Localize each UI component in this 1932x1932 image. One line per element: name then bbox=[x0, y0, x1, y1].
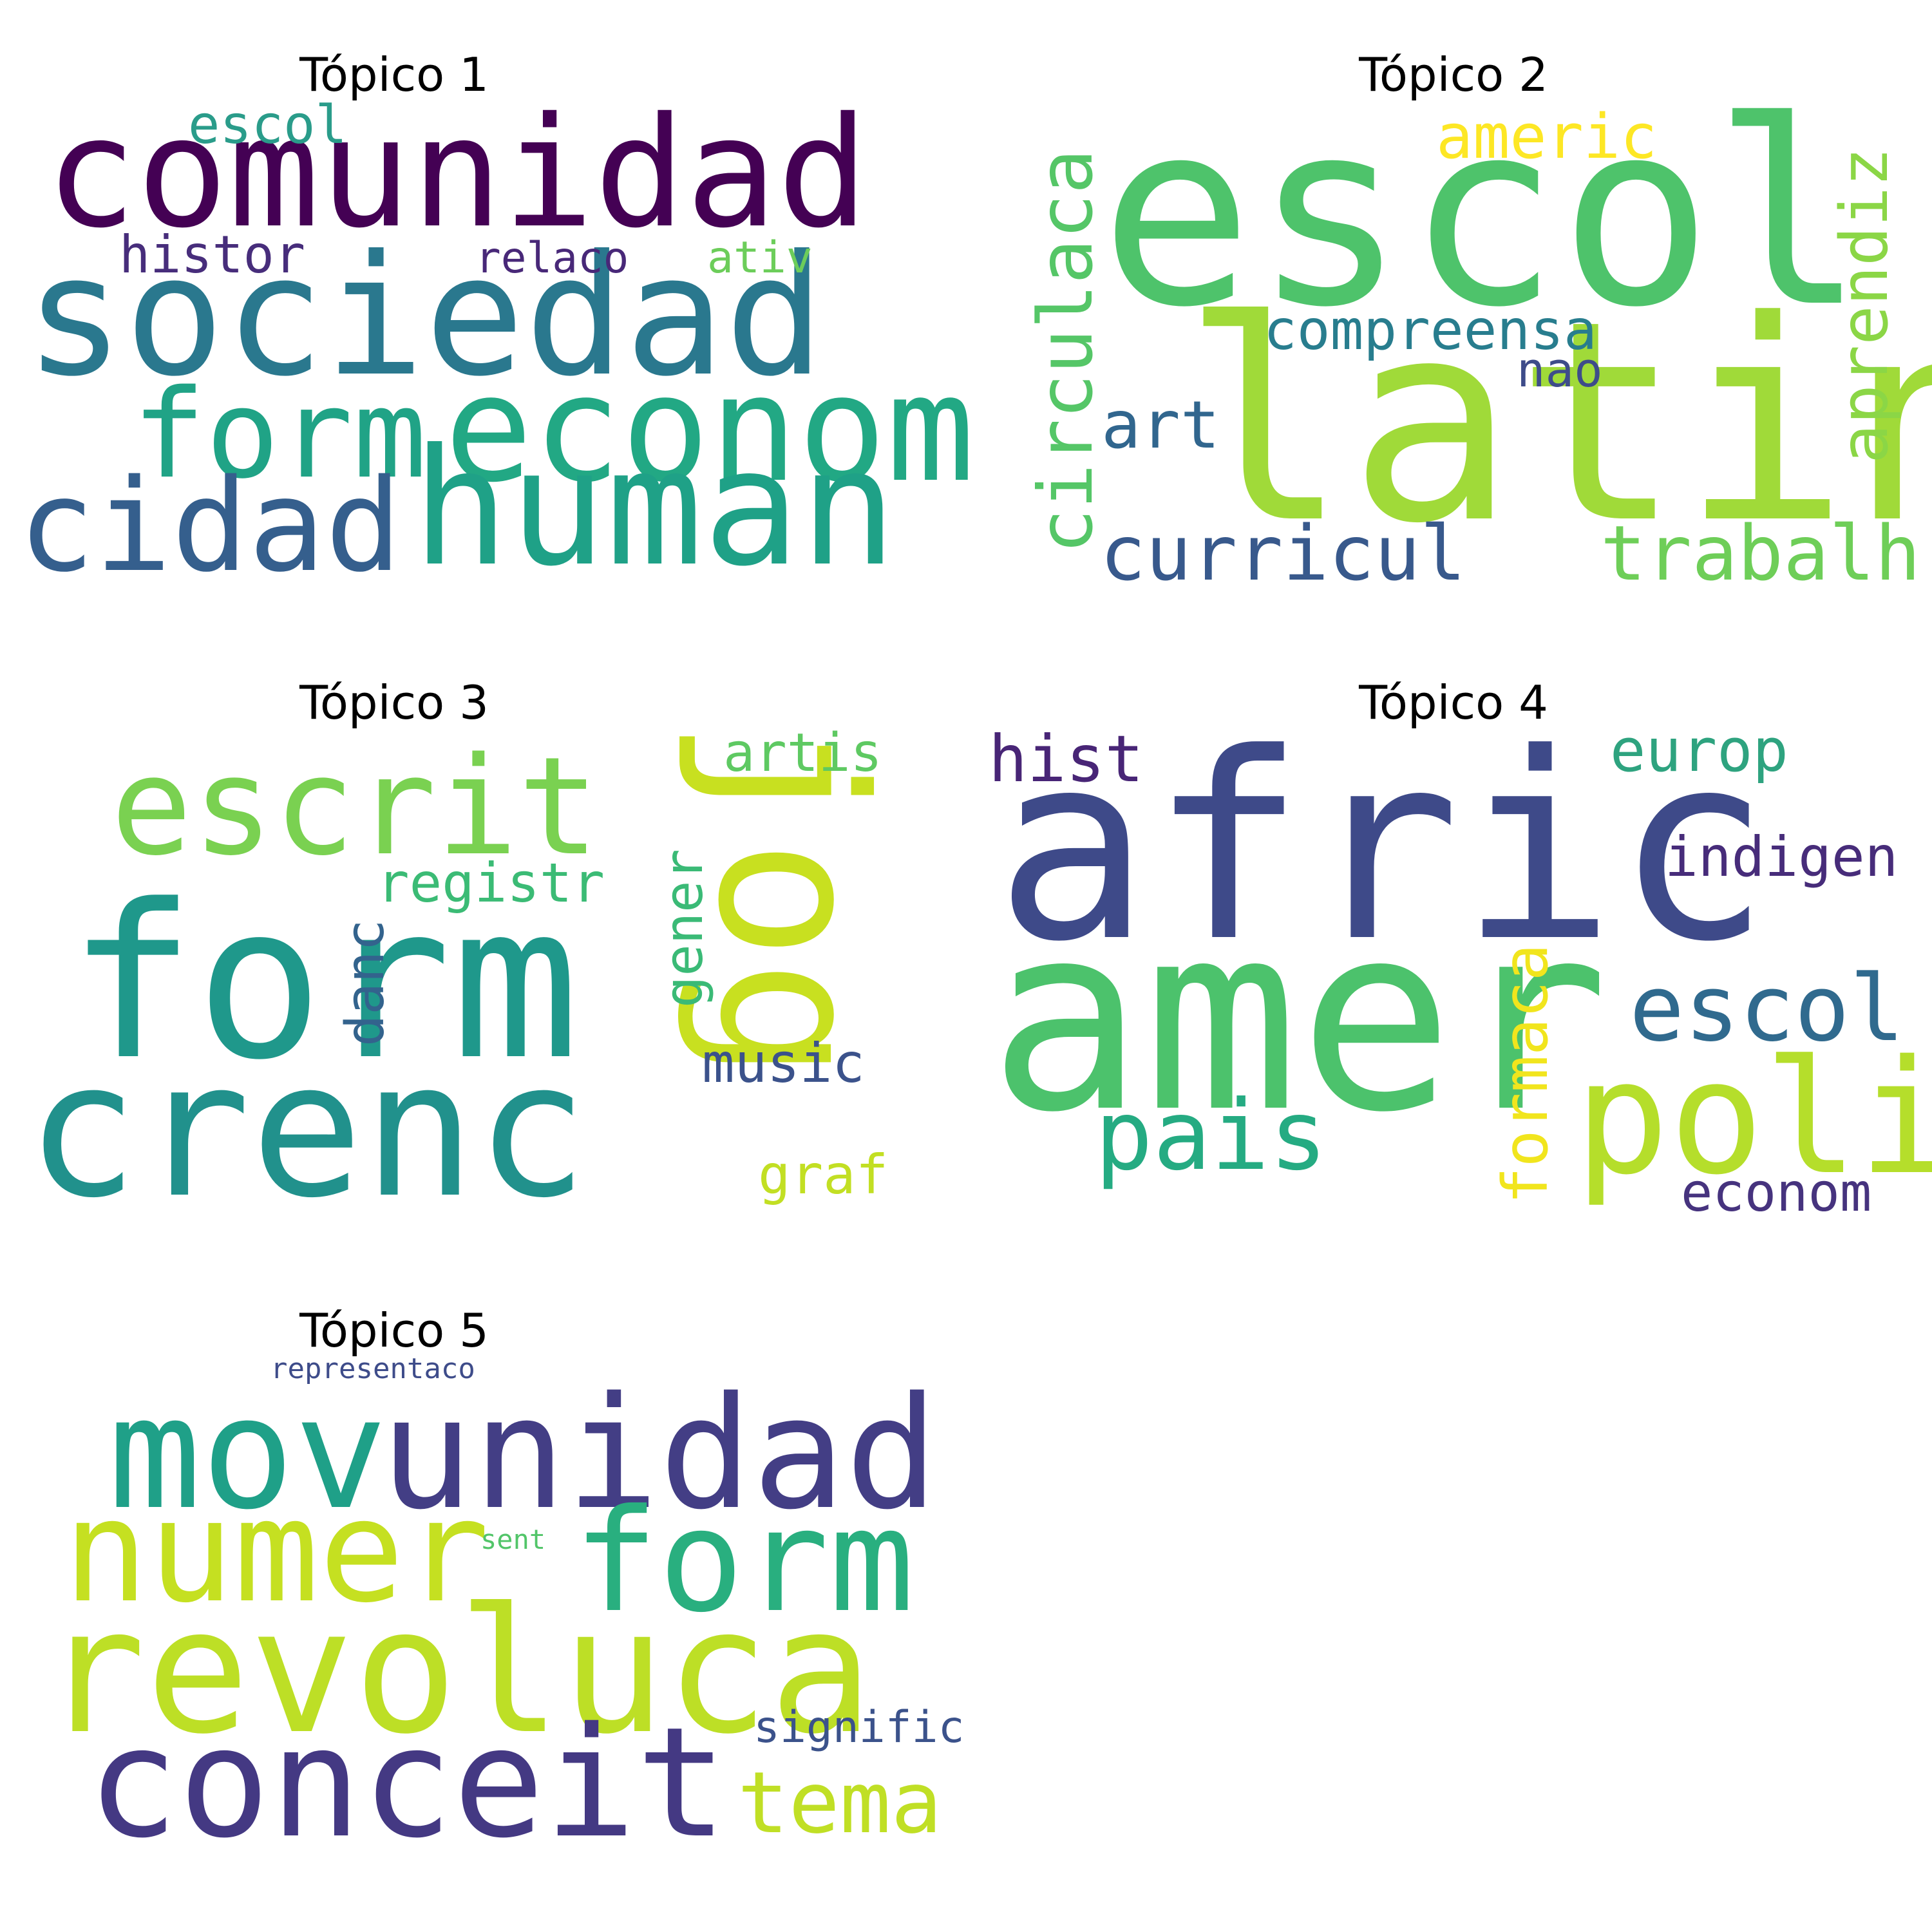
word: escol bbox=[1100, 67, 1866, 363]
word-cloud: representaco mov unidad numer sent form … bbox=[42, 1352, 965, 1871]
panel-title: Tópico 1 bbox=[299, 48, 489, 102]
word: unidad bbox=[380, 1363, 938, 1544]
word: sent bbox=[480, 1524, 545, 1555]
word: pais bbox=[1095, 1080, 1327, 1192]
panel-title: Tópico 5 bbox=[299, 1303, 489, 1358]
word: registr bbox=[377, 851, 605, 914]
topic-panel-1: Tópico 1 comunidad sociedad econom form … bbox=[0, 0, 975, 618]
word: circulaca bbox=[1023, 149, 1110, 554]
panel-title: Tópico 3 bbox=[299, 676, 489, 730]
word: escol bbox=[1629, 956, 1904, 1062]
word: conceit bbox=[87, 1694, 728, 1871]
word: histor bbox=[119, 225, 305, 285]
word: escrit bbox=[111, 728, 600, 886]
word: nao bbox=[1517, 343, 1603, 398]
word-cloud: escol latin americ circulaca aprendiz co… bbox=[1023, 67, 1932, 598]
topic-panel-3: Tópico 3 escrit jog artis registr form g… bbox=[0, 628, 960, 1246]
word: cidad bbox=[18, 451, 402, 600]
word: form bbox=[132, 363, 427, 506]
word: signific bbox=[753, 1702, 965, 1753]
word: econom bbox=[444, 343, 975, 515]
word: hist bbox=[989, 721, 1144, 797]
word: afric bbox=[995, 699, 1770, 998]
word: revoluca bbox=[42, 1571, 873, 1772]
word-cloud: comunidad sociedad econom form human cid… bbox=[18, 84, 975, 601]
word: compreensa bbox=[1264, 298, 1597, 363]
word: trabalh bbox=[1600, 509, 1920, 598]
word: artis bbox=[723, 723, 882, 784]
word: graf bbox=[758, 1143, 888, 1206]
word: curricul bbox=[1100, 509, 1466, 598]
word: representaco bbox=[270, 1352, 475, 1385]
word: escol bbox=[188, 95, 347, 156]
word: formaca bbox=[1490, 943, 1562, 1204]
word: poli bbox=[1575, 1027, 1932, 1209]
word: amer bbox=[989, 869, 1609, 1169]
panel-title: Tópico 2 bbox=[1359, 48, 1548, 102]
word: tema bbox=[737, 1754, 942, 1853]
word-cloud: hist afric europ indigen amer escol pais… bbox=[989, 699, 1932, 1224]
word: art bbox=[1101, 387, 1220, 464]
word-cloud: escrit jog artis registr form gener danc… bbox=[26, 718, 908, 1239]
word: aprendiz bbox=[1826, 147, 1903, 464]
word: ativ bbox=[707, 232, 813, 283]
word: crenc bbox=[26, 1022, 588, 1239]
word: sociedad bbox=[24, 220, 825, 413]
word: form bbox=[573, 1479, 914, 1643]
topic-panel-2: Tópico 2 escol latin americ circulaca ap… bbox=[966, 0, 1932, 618]
word: music bbox=[702, 1032, 865, 1095]
word: europ bbox=[1610, 716, 1788, 785]
word: danc bbox=[335, 920, 396, 1046]
word: indigen bbox=[1665, 825, 1898, 889]
topic-panel-5: Tópico 5 representaco mov unidad numer s… bbox=[0, 1256, 965, 1874]
word: jog bbox=[674, 718, 908, 1081]
word: gener bbox=[654, 849, 715, 1008]
word: human bbox=[412, 414, 897, 601]
word: form bbox=[68, 859, 580, 1106]
word: latin bbox=[1182, 262, 1932, 584]
word: econom bbox=[1681, 1162, 1871, 1224]
panel-title: Tópico 4 bbox=[1359, 676, 1548, 730]
word: mov bbox=[108, 1363, 387, 1544]
word: comunidad bbox=[45, 84, 869, 261]
word: numer bbox=[63, 1469, 489, 1634]
topic-panel-4: Tópico 4 hist afric europ indigen amer e… bbox=[966, 628, 1932, 1246]
word: relaco bbox=[475, 233, 629, 283]
word: americ bbox=[1436, 102, 1657, 173]
